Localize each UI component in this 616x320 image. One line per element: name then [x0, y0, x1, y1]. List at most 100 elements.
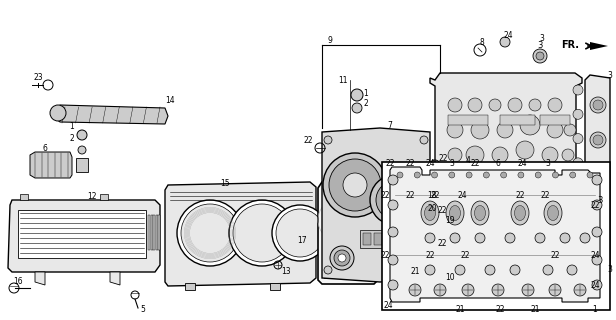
Text: 7: 7 [387, 121, 392, 130]
Text: 21: 21 [530, 306, 540, 315]
Circle shape [449, 172, 455, 178]
Circle shape [518, 172, 524, 178]
Circle shape [448, 98, 462, 112]
Polygon shape [390, 167, 600, 302]
Text: 21: 21 [410, 268, 419, 276]
Bar [500, 165, 530, 173]
Circle shape [466, 146, 484, 164]
Text: 24: 24 [503, 30, 513, 39]
Circle shape [548, 223, 562, 237]
Polygon shape [100, 194, 108, 200]
Ellipse shape [450, 205, 461, 220]
Text: 22: 22 [380, 190, 390, 199]
Circle shape [587, 172, 593, 178]
Circle shape [508, 98, 522, 112]
Polygon shape [165, 182, 316, 286]
Circle shape [229, 200, 295, 266]
Circle shape [323, 153, 387, 217]
Text: 22: 22 [438, 154, 448, 163]
Circle shape [489, 99, 501, 111]
Circle shape [467, 172, 483, 188]
Circle shape [593, 100, 603, 110]
Text: 24: 24 [425, 158, 435, 167]
Bar [410, 263, 428, 275]
Circle shape [334, 250, 350, 266]
Bar [442, 255, 448, 265]
Ellipse shape [511, 201, 529, 225]
Circle shape [388, 255, 398, 265]
Circle shape [434, 284, 446, 296]
Circle shape [425, 233, 435, 243]
Bar [448, 115, 488, 125]
Circle shape [420, 266, 428, 274]
Polygon shape [20, 194, 28, 200]
Bar [470, 255, 476, 265]
Text: 17: 17 [297, 236, 307, 244]
Ellipse shape [424, 205, 436, 220]
Bar [567, 255, 573, 265]
Bar [538, 215, 570, 223]
Text: 2: 2 [363, 99, 368, 108]
Circle shape [431, 266, 439, 274]
Circle shape [324, 266, 332, 274]
Circle shape [501, 172, 506, 178]
Circle shape [473, 198, 487, 212]
Circle shape [431, 194, 443, 206]
Circle shape [593, 135, 603, 145]
Bar [158, 215, 160, 250]
Circle shape [388, 280, 398, 290]
Circle shape [351, 89, 363, 101]
Circle shape [330, 246, 354, 270]
Text: 22: 22 [303, 135, 313, 145]
Circle shape [177, 200, 243, 266]
Circle shape [573, 255, 583, 265]
Polygon shape [270, 283, 280, 290]
Bar [498, 255, 503, 265]
Text: 4: 4 [466, 156, 471, 164]
Text: 24: 24 [590, 281, 600, 290]
Circle shape [386, 191, 404, 209]
Bar [382, 162, 610, 310]
Circle shape [370, 175, 420, 225]
Polygon shape [55, 105, 168, 124]
Text: 3: 3 [537, 41, 543, 50]
Circle shape [522, 217, 538, 233]
Circle shape [505, 233, 515, 243]
Circle shape [547, 122, 563, 138]
Text: 22: 22 [540, 190, 549, 199]
Circle shape [500, 37, 510, 47]
Circle shape [520, 115, 540, 135]
Bar [448, 215, 488, 223]
Text: 5: 5 [140, 306, 145, 315]
Bar [484, 255, 490, 265]
Text: 24: 24 [383, 300, 393, 309]
Text: 16: 16 [13, 277, 23, 286]
Circle shape [562, 172, 574, 184]
Circle shape [516, 141, 534, 159]
Bar [511, 255, 517, 265]
Circle shape [432, 172, 437, 178]
Text: 1: 1 [70, 122, 75, 131]
Circle shape [592, 175, 602, 185]
Text: 22: 22 [425, 251, 435, 260]
Bar [500, 115, 535, 125]
Text: 19: 19 [445, 215, 455, 225]
Ellipse shape [544, 201, 562, 225]
Circle shape [388, 200, 398, 210]
Circle shape [592, 280, 602, 290]
Ellipse shape [421, 201, 439, 225]
Polygon shape [110, 272, 120, 285]
Circle shape [397, 172, 403, 178]
Circle shape [50, 105, 66, 121]
Text: 23: 23 [33, 73, 43, 82]
Bar [540, 165, 570, 173]
Circle shape [549, 199, 561, 211]
Circle shape [580, 233, 590, 243]
Circle shape [324, 136, 332, 144]
Circle shape [388, 227, 398, 237]
Circle shape [517, 167, 533, 183]
Circle shape [564, 124, 576, 136]
Bar [539, 255, 545, 265]
Circle shape [448, 223, 462, 237]
Polygon shape [318, 182, 378, 284]
